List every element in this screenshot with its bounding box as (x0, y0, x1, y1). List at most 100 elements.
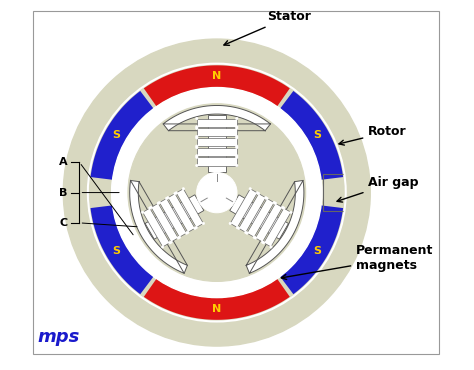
Circle shape (264, 196, 267, 199)
Circle shape (196, 135, 198, 138)
Circle shape (167, 196, 169, 199)
Text: Permanent
magnets: Permanent magnets (281, 244, 434, 279)
Polygon shape (208, 115, 226, 172)
Circle shape (196, 117, 198, 120)
Text: S: S (112, 246, 120, 256)
Polygon shape (144, 65, 290, 107)
Circle shape (149, 207, 151, 209)
Polygon shape (197, 128, 237, 137)
Circle shape (273, 201, 275, 204)
Circle shape (236, 135, 238, 138)
Circle shape (141, 211, 144, 213)
Circle shape (202, 222, 205, 225)
Text: C: C (59, 218, 67, 228)
Polygon shape (197, 138, 237, 146)
Polygon shape (255, 204, 283, 242)
Circle shape (177, 237, 180, 239)
Text: B: B (59, 188, 67, 198)
Circle shape (170, 241, 172, 243)
Circle shape (237, 227, 240, 229)
Polygon shape (143, 208, 170, 247)
Circle shape (88, 63, 346, 322)
Circle shape (158, 201, 161, 204)
Circle shape (169, 242, 171, 244)
Circle shape (246, 232, 248, 234)
Circle shape (196, 147, 198, 149)
Circle shape (182, 188, 184, 190)
Circle shape (157, 202, 159, 205)
Circle shape (270, 246, 272, 248)
Circle shape (196, 145, 198, 147)
Circle shape (185, 232, 188, 234)
Circle shape (229, 222, 231, 225)
Circle shape (64, 39, 370, 346)
Polygon shape (130, 181, 187, 273)
Circle shape (245, 231, 247, 233)
Circle shape (187, 231, 189, 233)
Text: Rotor: Rotor (339, 125, 407, 145)
Circle shape (253, 236, 255, 238)
Circle shape (281, 206, 284, 209)
Circle shape (165, 197, 168, 200)
Polygon shape (144, 279, 290, 320)
Circle shape (274, 202, 277, 205)
Polygon shape (163, 105, 271, 131)
Circle shape (196, 137, 198, 139)
Polygon shape (280, 91, 343, 180)
Polygon shape (168, 194, 195, 232)
Polygon shape (176, 189, 203, 228)
Text: Air gap: Air gap (337, 176, 419, 202)
Circle shape (236, 147, 238, 149)
Polygon shape (197, 118, 237, 127)
Polygon shape (246, 181, 304, 273)
Circle shape (174, 192, 176, 195)
Circle shape (236, 127, 238, 130)
Circle shape (196, 156, 198, 158)
Circle shape (266, 197, 268, 200)
Circle shape (263, 242, 265, 244)
Text: A: A (59, 157, 67, 167)
Circle shape (236, 226, 238, 229)
Circle shape (197, 172, 237, 213)
Circle shape (195, 226, 198, 229)
Circle shape (150, 206, 152, 209)
Polygon shape (280, 205, 343, 294)
Circle shape (207, 182, 227, 203)
Circle shape (196, 164, 198, 167)
Polygon shape (197, 157, 237, 165)
Text: S: S (313, 246, 321, 256)
Polygon shape (151, 204, 178, 242)
Polygon shape (91, 205, 154, 294)
Text: Stator: Stator (224, 10, 311, 46)
Polygon shape (247, 198, 274, 237)
Polygon shape (230, 189, 257, 228)
Circle shape (283, 207, 285, 209)
Text: N: N (212, 304, 221, 314)
Circle shape (162, 246, 164, 248)
Circle shape (256, 192, 259, 194)
Circle shape (236, 155, 238, 157)
Circle shape (175, 192, 177, 194)
Circle shape (236, 117, 238, 120)
Circle shape (254, 237, 256, 239)
Circle shape (236, 156, 238, 158)
Polygon shape (91, 91, 154, 180)
Circle shape (196, 127, 198, 130)
Circle shape (236, 145, 238, 147)
Text: N: N (212, 71, 221, 81)
Circle shape (112, 88, 322, 297)
Circle shape (112, 88, 322, 297)
Polygon shape (238, 194, 266, 232)
Polygon shape (145, 195, 204, 239)
Circle shape (236, 137, 238, 139)
Circle shape (196, 125, 198, 128)
Text: mps: mps (37, 328, 80, 346)
Circle shape (261, 241, 264, 243)
Circle shape (178, 236, 181, 238)
Circle shape (128, 104, 306, 282)
Circle shape (236, 164, 238, 167)
Polygon shape (159, 198, 187, 237)
Circle shape (257, 192, 260, 195)
Circle shape (249, 188, 251, 190)
Circle shape (194, 227, 196, 229)
